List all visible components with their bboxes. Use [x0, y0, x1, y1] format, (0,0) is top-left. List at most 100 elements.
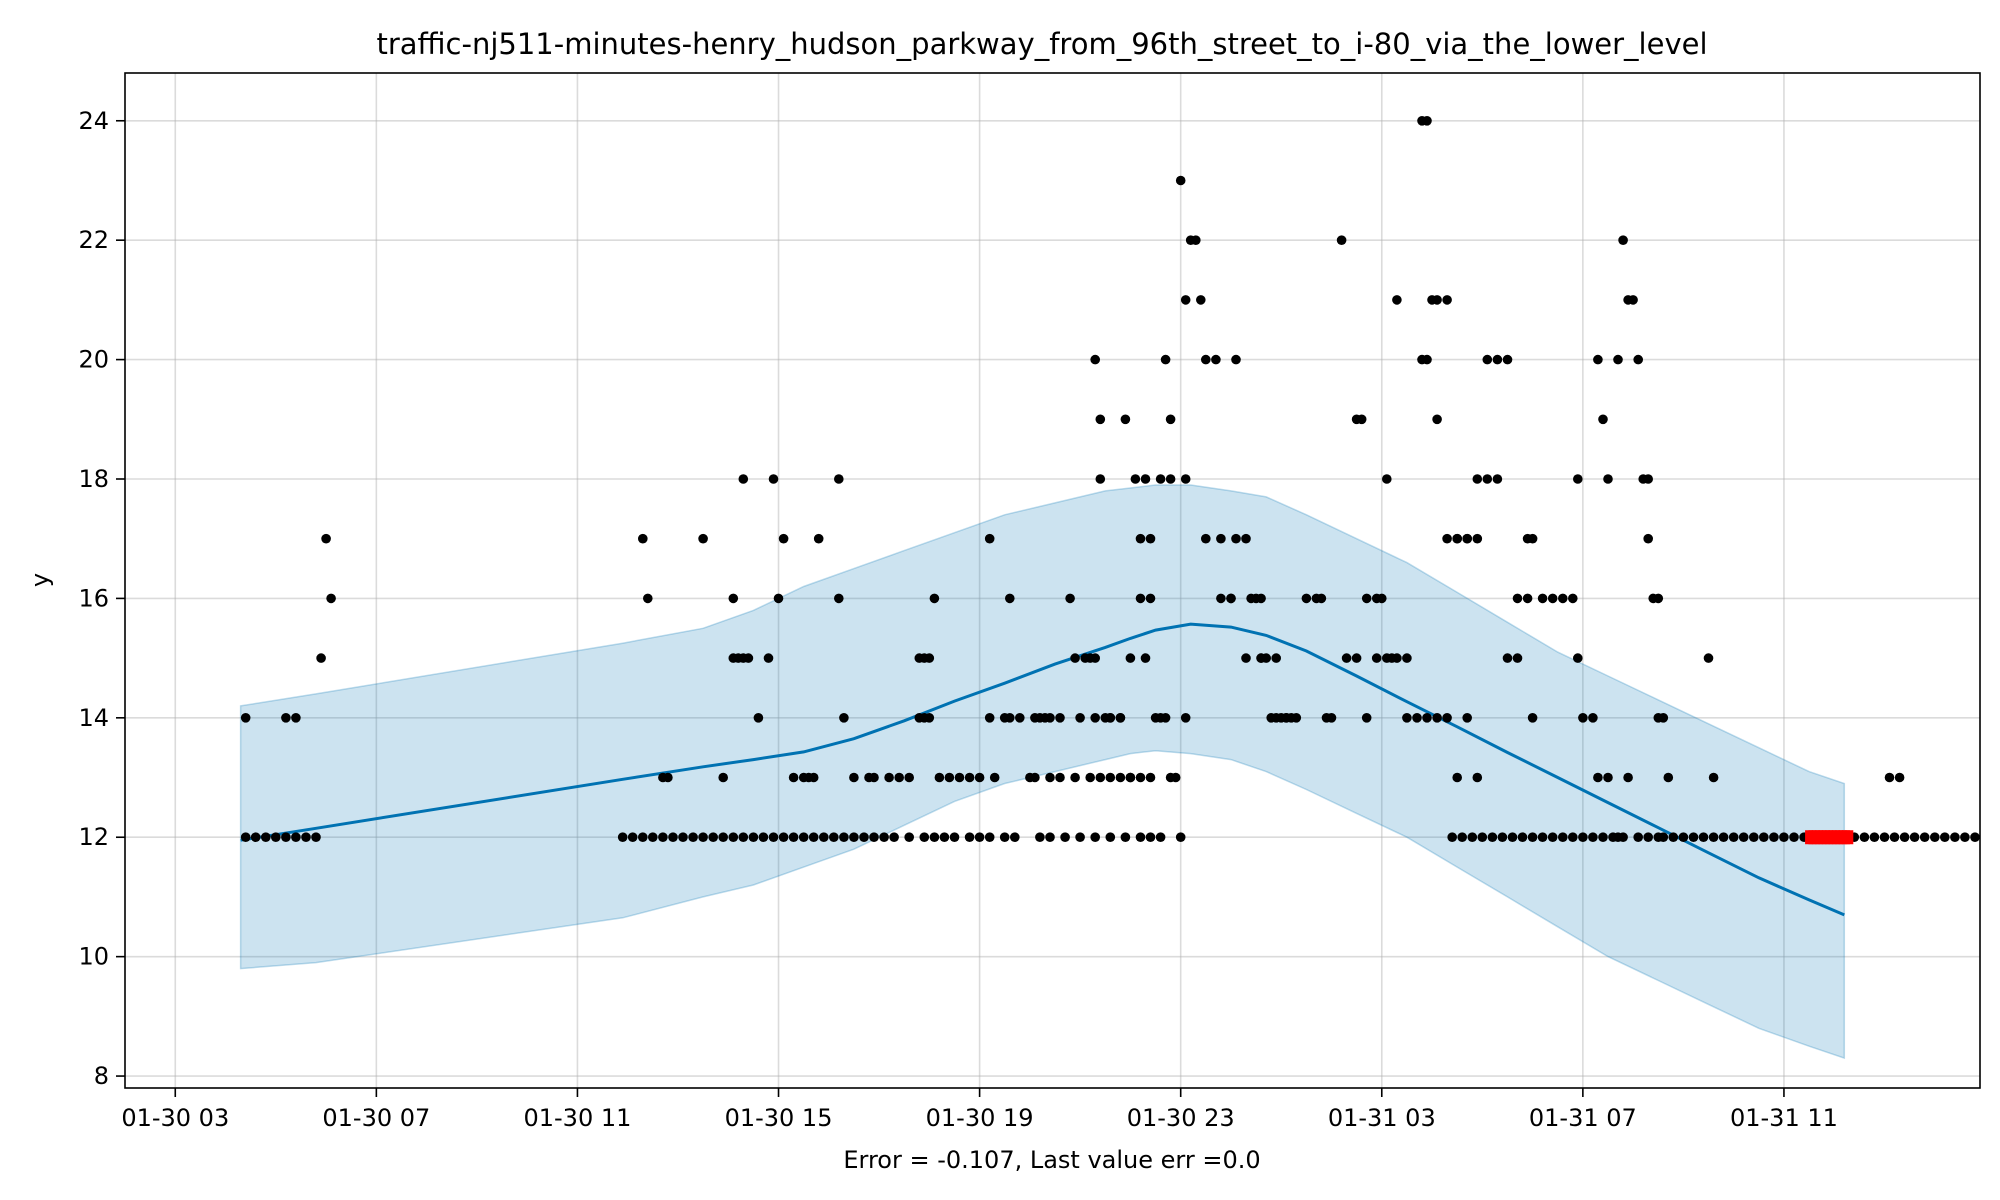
observed-point — [1894, 772, 1905, 783]
observed-point — [1065, 593, 1075, 604]
observed-point — [1457, 832, 1467, 842]
observed-point — [250, 832, 261, 842]
observed-point — [638, 533, 648, 544]
observed-point — [1950, 832, 1960, 842]
observed-point — [1527, 713, 1538, 723]
observed-point — [1432, 713, 1442, 723]
x-tick-label: 01-31 07 — [1529, 1104, 1637, 1132]
observed-point — [1628, 295, 1638, 305]
observed-point — [904, 832, 914, 842]
observed-point — [1472, 533, 1483, 544]
observed-point — [919, 832, 930, 842]
observed-point — [1859, 832, 1870, 842]
observed-point — [738, 474, 749, 484]
observed-point — [964, 772, 975, 783]
observed-point — [778, 533, 789, 544]
observed-point — [1196, 295, 1206, 305]
observed-point — [748, 832, 759, 842]
observed-point — [1155, 474, 1166, 484]
observed-point — [1125, 772, 1136, 783]
y-tick-label: 20 — [78, 346, 109, 374]
observed-point — [1432, 414, 1442, 425]
observed-point — [1387, 653, 1397, 663]
observed-point — [316, 653, 326, 663]
observed-points-layer — [240, 116, 1980, 842]
observed-point — [718, 772, 728, 783]
x-tick-label: 01-31 11 — [1730, 1104, 1838, 1132]
observed-point — [1598, 832, 1608, 842]
observed-point — [1095, 772, 1106, 783]
observed-point — [1165, 414, 1176, 425]
plot-frame — [124, 72, 1981, 1089]
observed-point — [974, 832, 985, 842]
observed-point — [728, 593, 739, 604]
observed-point — [1155, 832, 1166, 842]
observed-point — [291, 832, 301, 842]
observed-point — [1015, 713, 1025, 723]
observed-point — [1170, 772, 1181, 783]
observed-point — [1633, 832, 1643, 842]
observed-point — [1045, 713, 1055, 723]
observed-point — [663, 772, 673, 783]
x-tick-label: 01-30 19 — [926, 1104, 1034, 1132]
observed-point — [1351, 653, 1362, 663]
observed-point — [1643, 533, 1653, 544]
observed-point — [1502, 354, 1513, 365]
observed-point — [1060, 832, 1070, 842]
observed-point — [974, 772, 985, 783]
observed-point — [281, 713, 291, 723]
observed-point — [1216, 533, 1226, 544]
observed-point — [1005, 713, 1015, 723]
y-tick-label: 12 — [78, 823, 109, 851]
observed-point — [1291, 713, 1302, 723]
observed-point — [1573, 474, 1583, 484]
observed-point — [788, 772, 799, 783]
observed-point — [1447, 832, 1457, 842]
observed-point — [839, 713, 849, 723]
y-tick-label: 10 — [78, 943, 109, 971]
observed-point — [839, 832, 849, 842]
observed-point — [1201, 354, 1211, 365]
observed-point — [1075, 713, 1085, 723]
observed-point — [1191, 235, 1201, 245]
observed-point — [773, 593, 784, 604]
observed-point — [879, 832, 889, 842]
observed-point — [1462, 533, 1472, 544]
y-tick-label: 8 — [94, 1062, 109, 1090]
observed-point — [758, 832, 769, 842]
observed-point — [1226, 593, 1236, 604]
observed-point — [1593, 354, 1603, 365]
observed-point — [1492, 354, 1503, 365]
observed-point — [1477, 832, 1488, 842]
observed-point — [1095, 474, 1106, 484]
observed-point — [1930, 832, 1940, 842]
x-tick-label: 01-30 03 — [121, 1104, 229, 1132]
observed-point — [939, 832, 950, 842]
observed-point — [1703, 653, 1714, 663]
observed-point — [1030, 772, 1040, 783]
observed-point — [1960, 832, 1970, 842]
observed-point — [1789, 832, 1799, 842]
observed-point — [1130, 474, 1141, 484]
observed-point — [1462, 713, 1472, 723]
observed-point — [889, 832, 899, 842]
observed-point — [1643, 474, 1653, 484]
observed-point — [1180, 713, 1191, 723]
observed-point — [1090, 653, 1100, 663]
observed-point — [1568, 832, 1578, 842]
x-axis-label: Error = -0.107, Last value err =0.0 — [843, 1146, 1260, 1174]
observed-point — [1402, 713, 1412, 723]
observed-point — [271, 832, 281, 842]
observed-point — [894, 772, 904, 783]
observed-point — [1578, 832, 1588, 842]
observed-point — [1095, 414, 1106, 425]
observed-point — [829, 832, 839, 842]
observed-point — [1361, 713, 1372, 723]
observed-point — [743, 653, 754, 663]
observed-point — [884, 772, 894, 783]
observed-point — [834, 593, 844, 604]
observed-point — [813, 533, 824, 544]
observed-point — [1487, 832, 1498, 842]
observed-point — [1377, 593, 1387, 604]
